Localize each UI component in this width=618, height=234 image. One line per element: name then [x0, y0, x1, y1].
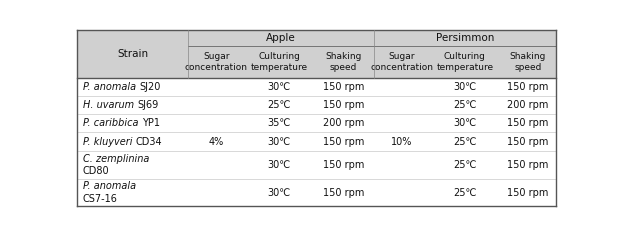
Bar [77, 132, 556, 151]
Text: 25℃: 25℃ [268, 100, 291, 110]
Bar [77, 179, 556, 206]
Bar [188, 30, 245, 78]
Bar [77, 114, 556, 132]
Text: 200 rpm: 200 rpm [323, 118, 365, 128]
Text: 150 rpm: 150 rpm [507, 82, 548, 92]
Text: 30℃: 30℃ [268, 82, 291, 92]
Text: SJ20: SJ20 [139, 82, 161, 92]
Bar [77, 151, 556, 179]
Text: Culturing
temperature: Culturing temperature [251, 52, 308, 72]
Text: P. anomala: P. anomala [83, 181, 136, 191]
Bar [77, 30, 188, 78]
Text: 35℃: 35℃ [268, 118, 291, 128]
Text: Apple: Apple [266, 33, 295, 43]
Text: Shaking
speed: Shaking speed [510, 52, 546, 72]
Text: Sugar
concentration: Sugar concentration [185, 52, 248, 72]
Text: 30℃: 30℃ [453, 82, 476, 92]
Text: 25℃: 25℃ [453, 137, 476, 147]
Text: 150 rpm: 150 rpm [323, 160, 365, 170]
Text: 150 rpm: 150 rpm [507, 137, 548, 147]
Text: 25℃: 25℃ [453, 187, 476, 197]
Bar [374, 30, 431, 78]
Text: P. kluyveri: P. kluyveri [83, 137, 135, 147]
Text: 150 rpm: 150 rpm [507, 187, 548, 197]
Text: YP1: YP1 [142, 118, 159, 128]
Text: CD34: CD34 [135, 137, 163, 147]
Text: 150 rpm: 150 rpm [507, 118, 548, 128]
Text: Sugar
concentration: Sugar concentration [371, 52, 434, 72]
Text: 4%: 4% [209, 137, 224, 147]
Text: 150 rpm: 150 rpm [323, 137, 365, 147]
Text: P. caribbica: P. caribbica [83, 118, 142, 128]
Text: 30℃: 30℃ [268, 137, 291, 147]
Text: 150 rpm: 150 rpm [323, 187, 365, 197]
Text: Culturing
temperature: Culturing temperature [436, 52, 493, 72]
Text: SJ69: SJ69 [137, 100, 158, 110]
Bar [245, 30, 314, 78]
Text: Persimmon: Persimmon [436, 33, 494, 43]
Text: 200 rpm: 200 rpm [507, 100, 548, 110]
Text: 30℃: 30℃ [453, 118, 476, 128]
Text: H. uvarum: H. uvarum [83, 100, 137, 110]
Bar [77, 78, 556, 96]
Text: C. zemplinina: C. zemplinina [83, 154, 150, 164]
Text: CD80: CD80 [83, 166, 109, 176]
Bar [431, 30, 499, 78]
Text: 30℃: 30℃ [268, 187, 291, 197]
Text: Shaking
speed: Shaking speed [326, 52, 362, 72]
Text: 30℃: 30℃ [268, 160, 291, 170]
Bar [77, 96, 556, 114]
Text: Strain: Strain [117, 49, 148, 59]
Text: 25℃: 25℃ [453, 100, 476, 110]
Text: 150 rpm: 150 rpm [507, 160, 548, 170]
Bar [499, 30, 556, 78]
Text: CS7-16: CS7-16 [83, 194, 118, 204]
Text: 25℃: 25℃ [453, 160, 476, 170]
Text: P. anomala: P. anomala [83, 82, 139, 92]
Text: 150 rpm: 150 rpm [323, 82, 365, 92]
Text: 10%: 10% [391, 137, 413, 147]
Text: 150 rpm: 150 rpm [323, 100, 365, 110]
Bar [314, 30, 374, 78]
